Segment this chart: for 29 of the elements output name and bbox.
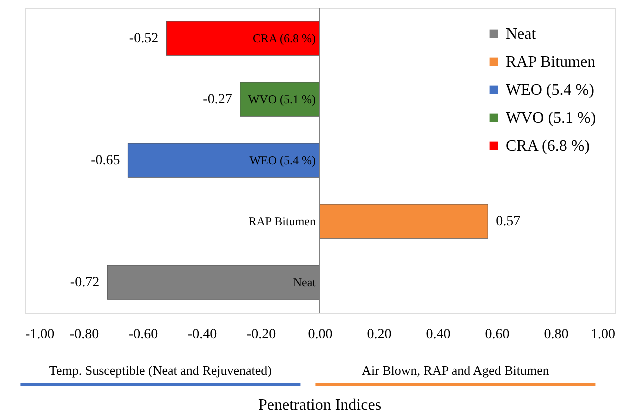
x-tick-label: -0.20 bbox=[246, 328, 276, 342]
x-tick-label: 0.40 bbox=[426, 328, 451, 342]
y-tick-label: Neat bbox=[293, 276, 317, 290]
x-tick-label: 0.00 bbox=[308, 328, 333, 342]
data-label: -0.72 bbox=[70, 276, 100, 290]
y-tick-label: WVO (5.1 %) bbox=[248, 92, 316, 106]
y-tick-label: WEO (5.4 %) bbox=[250, 154, 316, 168]
x-tick-label: -0.40 bbox=[188, 328, 218, 342]
x-tick-label: 1.00 bbox=[591, 328, 616, 342]
text: Air Blown, RAP and Aged Bitumen bbox=[362, 363, 550, 378]
legend-label: RAP Bitumen bbox=[506, 54, 596, 71]
x-tick-label: -0.80 bbox=[70, 328, 100, 342]
x-tick-label: 0.20 bbox=[367, 328, 392, 342]
text: Temp. Susceptible (Neat and Rejuvenated) bbox=[49, 363, 272, 378]
data-label: -0.65 bbox=[91, 154, 120, 168]
x-tick-label: -0.60 bbox=[128, 328, 158, 342]
legend-label: Neat bbox=[506, 26, 537, 43]
data-label: -0.52 bbox=[129, 32, 159, 46]
x-tick-label: 0.80 bbox=[544, 328, 569, 342]
legend-label: CRA (6.8 %) bbox=[506, 138, 590, 155]
x-axis-title: Penetration Indices bbox=[258, 397, 382, 414]
legend-label: WVO (5.1 %) bbox=[506, 110, 596, 127]
x-tick-label: 0.60 bbox=[485, 328, 510, 342]
x-tick-label: -1.00 bbox=[26, 328, 55, 342]
y-tick-label: RAP Bitumen bbox=[248, 214, 316, 228]
data-label: 0.57 bbox=[496, 214, 521, 230]
data-label: -0.27 bbox=[203, 92, 232, 108]
legend-label: WEO (5.4 %) bbox=[506, 82, 594, 99]
y-tick-label: CRA (6.8 %) bbox=[253, 32, 316, 46]
